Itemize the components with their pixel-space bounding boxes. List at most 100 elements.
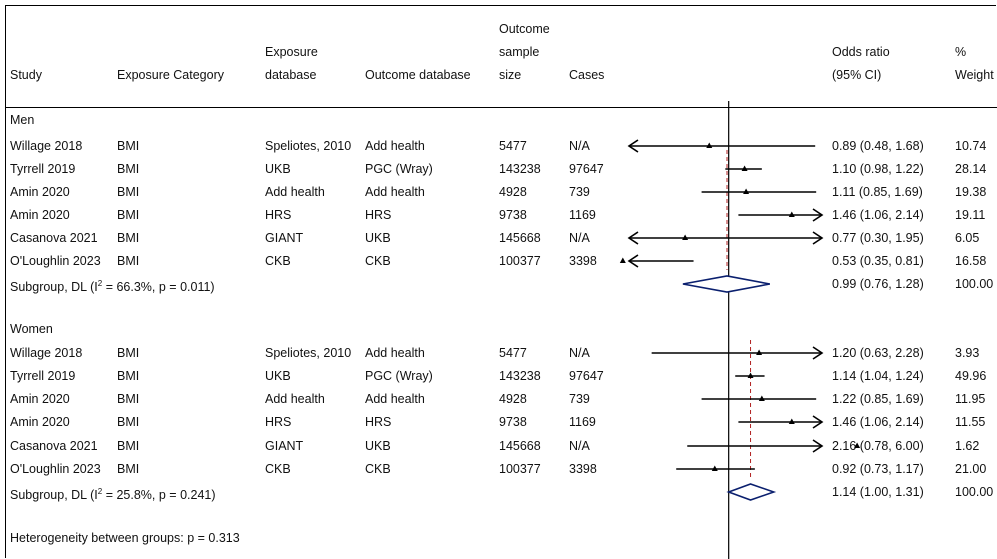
point-estimate-marker — [706, 142, 713, 148]
row-or-ci: 0.53 (0.35, 0.81) — [832, 254, 924, 268]
row-exposure: BMI — [117, 231, 140, 245]
subgroup-weight: 100.00 — [955, 277, 994, 291]
row-sample-size: 4928 — [499, 185, 527, 199]
row-study: Willage 2018 — [10, 346, 83, 360]
point-estimate-marker — [741, 165, 748, 171]
point-estimate-marker — [747, 372, 754, 378]
ci-arrow-right — [812, 439, 824, 453]
row-study: Casanova 2021 — [10, 439, 98, 453]
row-sample-size: 9738 — [499, 208, 527, 222]
row-sample-size: 143238 — [499, 162, 541, 176]
header-divider — [6, 107, 997, 108]
row-sample-size: 5477 — [499, 346, 527, 360]
row-cases: 97647 — [569, 369, 604, 383]
header-exposure-category: Exposure Category — [117, 68, 225, 82]
row-exposure-db: HRS — [265, 208, 292, 222]
row-exposure-db: CKB — [265, 254, 291, 268]
row-outcome-db: HRS — [365, 208, 392, 222]
row-or-ci: 1.14 (1.04, 1.24) — [832, 369, 924, 383]
row-exposure: BMI — [117, 462, 140, 476]
row-sample-size: 9738 — [499, 415, 527, 429]
header-or-line1: Odds ratio — [832, 45, 890, 59]
row-exposure-db: GIANT — [265, 439, 304, 453]
row-exposure: BMI — [117, 369, 140, 383]
row-exposure-db: UKB — [265, 369, 291, 383]
point-estimate-marker — [619, 257, 626, 263]
row-or-ci: 1.46 (1.06, 2.14) — [832, 208, 924, 222]
row-weight: 3.93 — [955, 346, 980, 360]
ci-arrow-left — [627, 231, 639, 245]
row-cases: 1169 — [569, 415, 596, 429]
row-outcome-db: UKB — [365, 231, 391, 245]
row-outcome-db: Add health — [365, 185, 425, 199]
row-weight: 11.95 — [955, 392, 986, 406]
ci-arrow-left — [627, 254, 639, 268]
row-study: Amin 2020 — [10, 208, 70, 222]
row-outcome-db: UKB — [365, 439, 391, 453]
row-outcome-db: Add health — [365, 392, 425, 406]
header-weight-line1: % — [955, 45, 967, 59]
row-study: Willage 2018 — [10, 139, 83, 153]
row-exposure-db: Speliotes, 2010 — [265, 139, 352, 153]
row-exposure: BMI — [117, 439, 140, 453]
row-or-ci: 1.22 (0.85, 1.69) — [832, 392, 924, 406]
row-or-ci: 1.11 (0.85, 1.69) — [832, 185, 923, 199]
ci-arrow-right — [812, 415, 824, 429]
row-weight: 19.38 — [955, 185, 987, 199]
header-exposure-database-line2: database — [265, 68, 317, 82]
row-outcome-db: HRS — [365, 415, 392, 429]
row-weight: 19.11 — [955, 208, 986, 222]
row-sample-size: 145668 — [499, 439, 541, 453]
row-or-ci: 0.77 (0.30, 1.95) — [832, 231, 924, 245]
row-outcome-db: Add health — [365, 346, 425, 360]
row-sample-size: 4928 — [499, 392, 527, 406]
row-study: Amin 2020 — [10, 415, 70, 429]
row-sample-size: 145668 — [499, 231, 541, 245]
header-cases: Cases — [569, 68, 605, 82]
row-cases: N/A — [569, 139, 590, 153]
row-weight: 6.05 — [955, 231, 980, 245]
point-estimate-marker — [756, 349, 763, 355]
group-label-men: Men — [10, 113, 35, 127]
row-or-ci: 0.89 (0.48, 1.68) — [832, 139, 924, 153]
row-cases: 1169 — [569, 208, 596, 222]
row-sample-size: 5477 — [499, 139, 527, 153]
heterogeneity-note: Heterogeneity between groups: p = 0.313 — [10, 531, 240, 545]
pooled-diamond — [726, 483, 777, 501]
row-study: O'Loughlin 2023 — [10, 254, 101, 268]
point-estimate-marker — [711, 465, 718, 471]
row-cases: N/A — [569, 346, 590, 360]
row-cases: N/A — [569, 439, 590, 453]
ci-arrow-left — [627, 139, 639, 153]
ci-arrow-right — [812, 208, 824, 222]
row-exposure: BMI — [117, 346, 140, 360]
row-exposure: BMI — [117, 392, 140, 406]
row-exposure-db: GIANT — [265, 231, 304, 245]
row-exposure-db: UKB — [265, 162, 291, 176]
row-cases: 3398 — [569, 254, 597, 268]
row-outcome-db: Add health — [365, 139, 425, 153]
row-cases: N/A — [569, 231, 590, 245]
point-estimate-marker — [682, 234, 689, 240]
row-or-ci: 1.20 (0.63, 2.28) — [832, 346, 924, 360]
row-outcome-db: PGC (Wray) — [365, 162, 433, 176]
header-or-line2: (95% CI) — [832, 68, 882, 82]
header-weight-line2: Weight — [955, 68, 994, 82]
row-exposure-db: CKB — [265, 462, 291, 476]
subgroup-label: Subgroup, DL (I2 = 66.3%, p = 0.011) — [10, 279, 215, 295]
row-sample-size: 143238 — [499, 369, 541, 383]
subgroup-or-ci: 1.14 (1.00, 1.31) — [832, 485, 924, 499]
row-study: Casanova 2021 — [10, 231, 98, 245]
row-study: Tyrrell 2019 — [10, 369, 76, 383]
row-exposure: BMI — [117, 208, 140, 222]
point-estimate-marker — [788, 418, 795, 424]
row-exposure: BMI — [117, 254, 140, 268]
point-estimate-marker — [743, 188, 750, 194]
row-weight: 49.96 — [955, 369, 987, 383]
row-study: Amin 2020 — [10, 185, 70, 199]
row-or-ci: 1.46 (1.06, 2.14) — [832, 415, 924, 429]
row-study: O'Loughlin 2023 — [10, 462, 101, 476]
row-exposure: BMI — [117, 139, 140, 153]
ci-arrow-right — [812, 231, 824, 245]
